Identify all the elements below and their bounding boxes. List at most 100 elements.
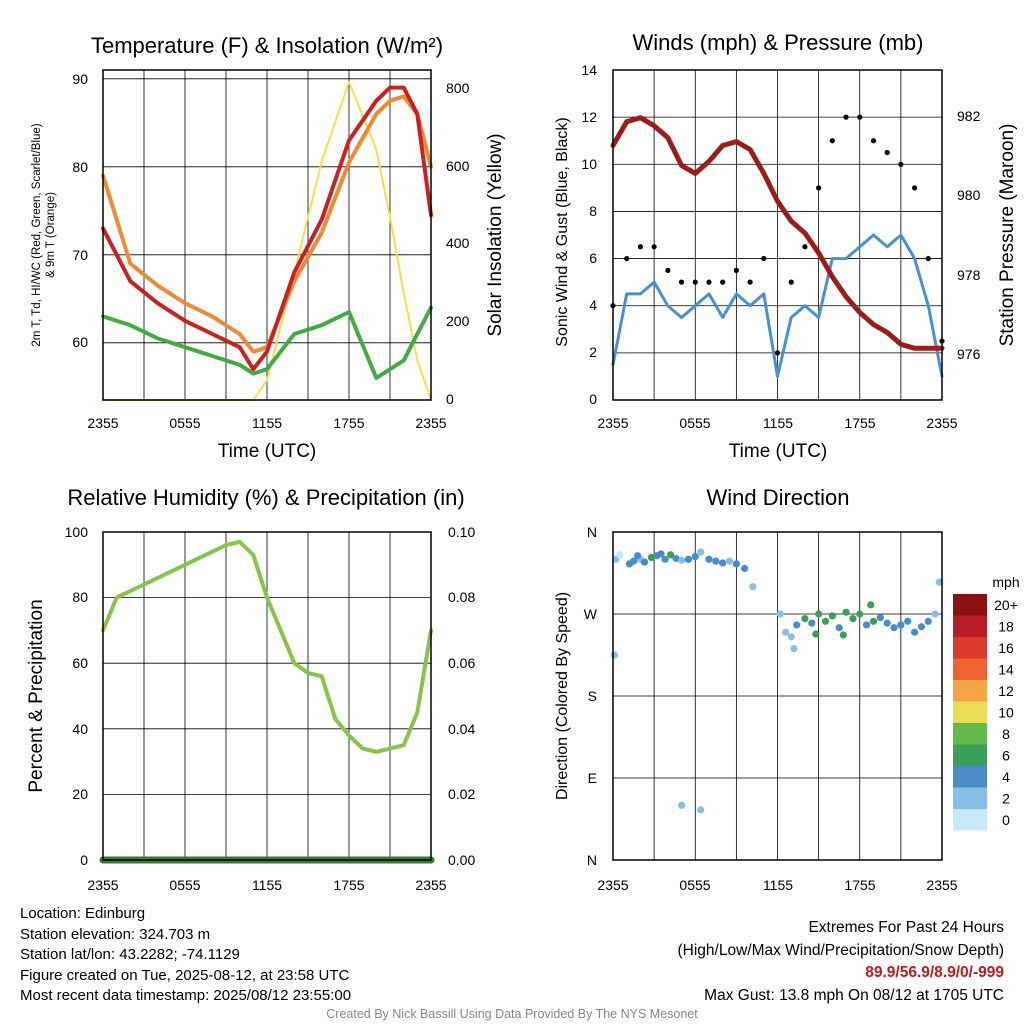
direction-point: [869, 617, 878, 625]
rh-ylabel: Percent & Precipitation: [26, 599, 47, 792]
wind-xtick-5: 2355: [926, 415, 957, 431]
direction-point: [712, 557, 720, 565]
rh-line: [101, 539, 433, 754]
direction-point: [629, 557, 638, 565]
extremes-title: Extremes For Past 24 Hours: [808, 919, 1004, 936]
dewpoint-line: [101, 305, 433, 380]
temp-xtick-3: 1155: [252, 415, 282, 431]
gust-point: [925, 255, 931, 262]
insol-tick-0: 0: [446, 391, 454, 407]
gust-point: [747, 279, 753, 285]
temperature-panel: Temperature (F) & Insolation (W/m²) 60 7…: [31, 33, 506, 462]
insol-tick-800: 800: [446, 80, 470, 96]
precip-tick-002: 0.02: [448, 786, 475, 802]
direction-point: [801, 614, 809, 623]
direction-point: [677, 556, 686, 564]
direction-point: [842, 608, 850, 616]
extremes-info: Extremes For Past 24 Hours (High/Low/Max…: [678, 917, 1005, 1007]
pres-tick-976: 976: [957, 346, 981, 362]
direction-point: [640, 558, 649, 566]
precip-tick-000: 0.00: [448, 852, 475, 868]
credit-text: Created By Nick Bassill Using Data Provi…: [326, 1007, 698, 1021]
direction-point: [808, 619, 816, 627]
precip-tick-006: 0.06: [448, 655, 475, 671]
direction-point: [776, 610, 784, 618]
gust-point: [898, 161, 904, 167]
direction-point: [924, 617, 932, 625]
direction-point: [725, 557, 734, 565]
wind-ylabel: Sonic Wind & Gust (Blue, Black): [554, 117, 571, 346]
direction-point: [839, 631, 847, 639]
rh-xticks: 2355 0555 1155 1755 2355: [87, 877, 446, 893]
insol-tick-600: 600: [446, 158, 470, 174]
direction-point: [821, 617, 830, 625]
rh-tick-20: 20: [72, 786, 88, 802]
rh-yticks-left: 0 20 40 60 80 100: [65, 524, 89, 868]
temp-xtick-4: 1755: [333, 415, 364, 431]
dir-tick-n-bottom: N: [587, 852, 597, 868]
pressure-yticks: 976 978 980 982: [957, 108, 981, 362]
gust-point: [637, 244, 644, 250]
temperature-grid: [103, 70, 431, 400]
direction-point: [931, 610, 939, 618]
direction-point: [917, 623, 926, 631]
rh-xtick-4: 1755: [333, 877, 364, 893]
legend-label: 20+: [994, 597, 1018, 613]
direction-point: [697, 548, 705, 556]
temp-xtick-5: 2355: [415, 415, 446, 431]
dir-xtick-1: 2355: [597, 877, 628, 893]
direction-point: [867, 601, 875, 609]
pressure-line: [610, 115, 945, 351]
direction-point: [672, 554, 680, 563]
rh-xtick-2: 0555: [169, 877, 200, 893]
legend-label: 18: [998, 618, 1014, 634]
rh-tick-0: 0: [80, 852, 88, 868]
direction-point: [904, 617, 912, 625]
legend-swatch: [953, 615, 987, 637]
dir-tick-e: E: [588, 770, 597, 786]
pressure-ylabel: Station Pressure (Maroon): [997, 124, 1018, 347]
legend-label: 14: [998, 661, 1014, 677]
gust-point: [843, 114, 849, 120]
legend-label: 6: [1002, 747, 1010, 763]
rh-tick-40: 40: [72, 721, 88, 737]
wind-xlabel: Time (UTC): [729, 441, 828, 462]
wind-xtick-3: 1155: [763, 415, 793, 431]
wind-frame: [612, 69, 943, 401]
rh-tick-80: 80: [72, 589, 88, 605]
temperature-title: Temperature (F) & Insolation (W/m²): [91, 33, 443, 58]
wind-yticks-left: 0 2 4 6 8 10 12 14: [581, 62, 597, 407]
temperature-frame: [102, 69, 432, 401]
gust-point: [733, 267, 739, 273]
direction-point: [697, 806, 705, 814]
direction-point: [610, 651, 618, 659]
direction-point: [793, 621, 801, 629]
speed-legend: 0 2 4 6 8 10 12 14 16 18 20+: [953, 594, 1018, 831]
direction-point: [741, 564, 749, 573]
wind-tick-4: 4: [589, 297, 597, 313]
gust-point: [692, 279, 698, 285]
insol-tick-200: 200: [446, 313, 470, 329]
temp-xtick-2: 0555: [169, 415, 200, 431]
legend-swatch: [953, 680, 987, 702]
wind-series: [610, 114, 945, 378]
direction-point: [835, 624, 843, 632]
recent-text: Most recent data timestamp: 2025/08/12 2…: [20, 987, 352, 1004]
temp-tick-60: 60: [72, 334, 88, 350]
direction-point: [732, 560, 740, 568]
rh-xtick-1: 2355: [87, 877, 118, 893]
direction-point: [812, 630, 820, 638]
direction-point: [705, 555, 713, 563]
rh-xtick-5: 2355: [415, 877, 446, 893]
legend-swatch: [953, 594, 987, 616]
direction-title: Wind Direction: [706, 485, 849, 510]
wind-tick-12: 12: [581, 109, 597, 125]
direction-point: [883, 619, 891, 627]
gust-point: [624, 255, 630, 262]
created-text: Figure created on Tue, 2025-08-12, at 23…: [20, 966, 350, 984]
direction-point: [910, 628, 919, 636]
direction-point: [666, 551, 675, 559]
legend-swatch: [953, 723, 987, 745]
gust-point: [829, 138, 835, 144]
legend-swatch: [953, 809, 987, 831]
